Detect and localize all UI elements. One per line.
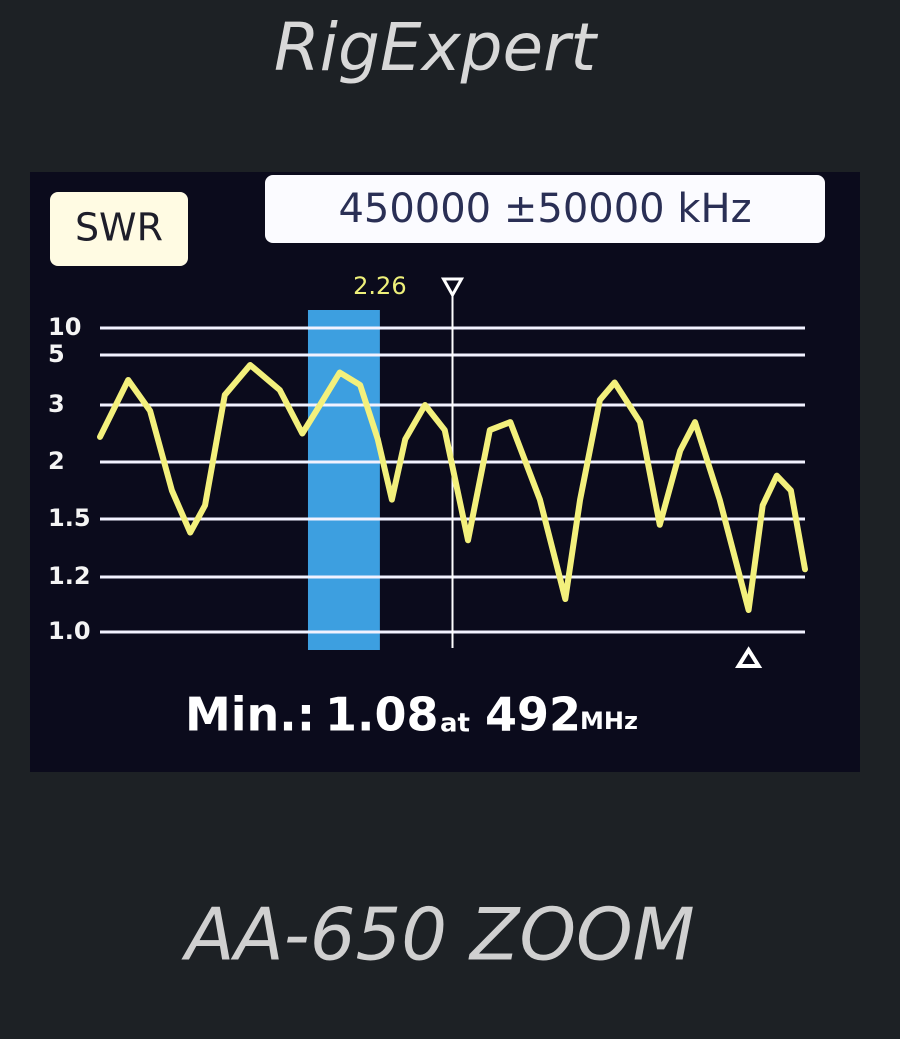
y-tick-label: 1.5 [48,504,91,532]
range: 450000 ±50000 kHz [338,186,751,232]
brand: RigExpert [274,9,598,86]
model: AA-650 ZOOM [181,893,695,977]
min-value: 1.08 [325,688,439,742]
y-tick-label: 2 [48,447,65,475]
cursor-marker [440,277,465,299]
mode: SWR [75,206,163,250]
cursor-value: 2.26 [353,272,406,300]
at: at [440,709,470,739]
y-tick-label: 5 [48,340,65,368]
unit: MHz [580,707,638,735]
min-marker [734,646,763,668]
y-tick-label: 10 [48,313,81,341]
band [307,310,380,650]
swr-curve [97,362,808,613]
mode-box [50,192,188,266]
range-box [265,175,825,243]
min-freq: 492 [485,688,581,742]
min-label: Min.: [185,688,315,742]
y-tick-label: 1.2 [48,562,91,590]
plot: 1.0 1.2 1.5 2 3 510 2.26 [48,272,808,668]
y-tick-label: 1.0 [48,617,91,645]
y-tick-label: 3 [48,390,65,418]
